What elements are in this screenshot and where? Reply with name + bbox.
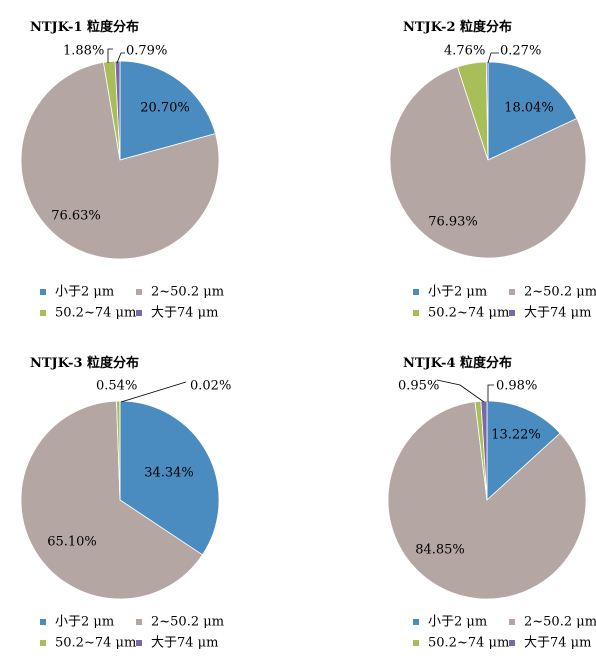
legend-item-gt-74um: 大于74 μm: [151, 636, 218, 651]
pie-slice-2-50um: [387, 401, 587, 600]
data-label-gt-74um: 0.98%: [496, 379, 537, 394]
leader-line: [436, 379, 485, 403]
data-label-2-50um: 76.93%: [428, 215, 478, 230]
pie-slice-lt-2um: [119, 60, 216, 161]
chart-title: NTJK-1 粒度分布: [30, 19, 139, 35]
legend-item-50-74um: 50.2~74 μm: [55, 636, 136, 651]
legend-item-2-50um: 2~50.2 μm: [524, 285, 596, 300]
data-label-lt-2um: 34.34%: [144, 466, 194, 481]
legend-swatch-2-50um: [509, 289, 515, 295]
pie-slice-lt-2um: [487, 61, 578, 161]
leader-line: [487, 52, 499, 64]
data-label-2-50um: 84.85%: [415, 543, 465, 558]
leader-line: [120, 381, 187, 403]
pie-panel-2: NTJK-2 粒度分布 18.04% 76.93% 4.76% 0.27% 小于2 μm 2…: [389, 19, 596, 321]
legend-swatch-gt-74um: [136, 640, 142, 646]
chart-title: NTJK-2 粒度分布: [403, 19, 512, 35]
pie-panel-3: NTJK-3 粒度分布 34.34% 65.10% 0.54% 0.02% 小于2 μm 2…: [20, 355, 231, 651]
data-label-50-74um: 4.76%: [444, 44, 485, 59]
chart-title: NTJK-3 粒度分布: [30, 355, 139, 371]
legend-item-gt-74um: 大于74 μm: [524, 636, 591, 651]
legend-item-2-50um: 2~50.2 μm: [524, 615, 596, 630]
data-label-gt-74um: 0.79%: [126, 44, 167, 59]
data-label-lt-2um: 20.70%: [140, 101, 190, 116]
data-label-gt-74um: 0.02%: [190, 379, 231, 394]
legend-swatch-50-74um: [413, 640, 419, 646]
data-label-lt-2um: 13.22%: [491, 428, 541, 443]
pie-slice-2-50um: [20, 400, 203, 600]
legend-swatch-lt-2um: [40, 619, 46, 625]
pie-panel-1: NTJK-1 粒度分布 20.70% 76.63% 1.88% 0.79% 小于2 μm 2…: [20, 19, 224, 321]
legend-item-50-74um: 50.2~74 μm: [428, 306, 509, 321]
legend-swatch-gt-74um: [509, 310, 515, 316]
data-label-gt-74um: 0.27%: [500, 44, 541, 59]
data-label-2-50um: 76.63%: [51, 209, 101, 224]
legend-swatch-50-74um: [40, 310, 46, 316]
legend-item-lt-2um: 小于2 μm: [55, 615, 114, 630]
legend-swatch-50-74um: [40, 640, 46, 646]
leader-line: [487, 384, 494, 402]
legend-swatch-2-50um: [136, 289, 142, 295]
leader-line: [116, 52, 125, 64]
legend-swatch-gt-74um: [509, 640, 515, 646]
legend-swatch-lt-2um: [413, 619, 419, 625]
legend-swatch-lt-2um: [40, 289, 46, 295]
legend-item-2-50um: 2~50.2 μm: [151, 615, 224, 630]
chart-title: NTJK-4 粒度分布: [403, 355, 512, 371]
legend-swatch-50-74um: [413, 310, 419, 316]
leader-line: [107, 48, 113, 63]
legend-swatch-2-50um: [136, 619, 142, 625]
legend-item-50-74um: 50.2~74 μm: [428, 636, 509, 651]
pie-panel-4: NTJK-4 粒度分布 13.22% 84.85% 0.95% 0.98% 小于2 μm 2…: [387, 355, 596, 651]
data-label-50-74um: 0.54%: [96, 379, 137, 394]
legend-item-lt-2um: 小于2 μm: [428, 285, 487, 300]
pie-slice-lt-2um: [486, 400, 561, 501]
legend-item-50-74um: 50.2~74 μm: [55, 306, 136, 321]
data-label-50-74um: 0.95%: [398, 379, 439, 394]
legend-item-lt-2um: 小于2 μm: [428, 615, 487, 630]
legend-item-gt-74um: 大于74 μm: [151, 306, 218, 321]
data-label-50-74um: 1.88%: [63, 44, 104, 59]
legend-item-lt-2um: 小于2 μm: [55, 285, 114, 300]
legend-item-2-50um: 2~50.2 μm: [151, 285, 224, 300]
legend-swatch-2-50um: [509, 619, 515, 625]
pie-slice-2-50um: [389, 66, 587, 259]
pie-slice-2-50um: [20, 61, 220, 260]
data-label-2-50um: 65.10%: [47, 535, 97, 550]
legend-swatch-gt-74um: [136, 310, 142, 316]
pie-slice-gt-74um: [480, 400, 488, 501]
legend-item-gt-74um: 大于74 μm: [524, 306, 591, 321]
data-label-lt-2um: 18.04%: [504, 101, 554, 116]
legend-swatch-lt-2um: [413, 289, 419, 295]
